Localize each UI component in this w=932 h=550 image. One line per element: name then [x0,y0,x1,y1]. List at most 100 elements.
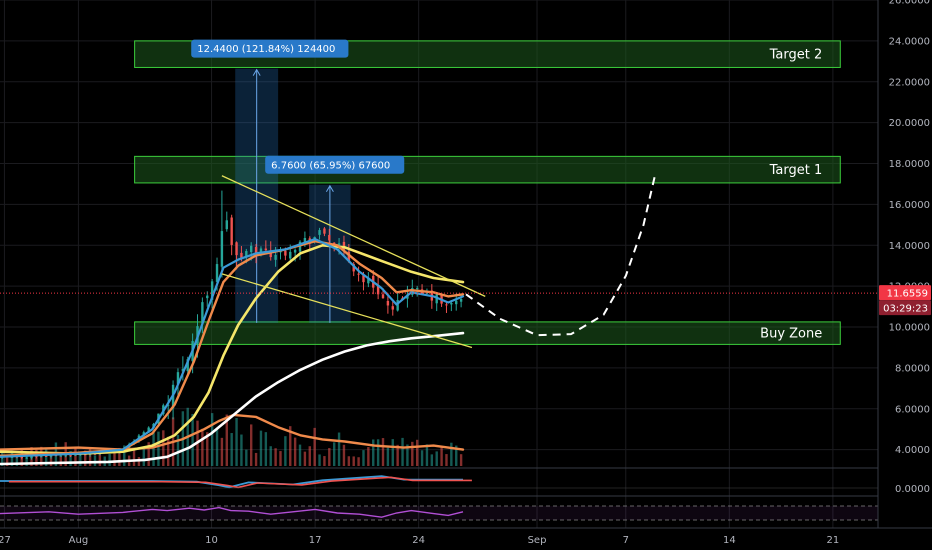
volume-bar [84,450,87,466]
volume-bar [303,451,307,466]
candle-body [362,274,365,283]
time-tick-label: 24 [412,535,425,546]
moving-averages [0,238,465,466]
zone-label: Target 1 [769,163,823,178]
price-tick-label: 18.0000 [889,159,930,170]
volume-bar [328,448,331,466]
measure-arrowhead [325,184,334,193]
price-tick-label: 10.0000 [889,323,930,334]
volume-bar [215,428,219,466]
volume-bar [396,444,399,466]
price-tick-label: 8.0000 [895,363,930,374]
volume-bar [386,447,390,466]
candle-body [167,404,170,406]
volume-bar [49,454,53,466]
candle-body [181,368,185,372]
price-tick-label: 16.0000 [889,200,930,211]
candle-body [367,278,370,284]
countdown-tag [879,300,931,316]
volume-bar [79,455,82,466]
candle-body [59,455,63,457]
measure-arrowhead [252,68,261,76]
candle-body [44,455,48,457]
volume-bar [420,450,424,466]
volume-bar [249,424,253,466]
candle-body [240,252,243,258]
volume-bar [157,431,160,466]
time-tick-label: Sep [528,535,547,546]
price-tick-label: 14.0000 [889,241,930,252]
volume-bar [415,439,419,466]
candle-body [215,264,219,282]
candle-body [386,300,390,306]
candle-body [318,230,321,235]
volume-bar [220,437,224,466]
wedge-lower-line [221,273,473,349]
wedge-upper-line [221,175,486,297]
time-tick-label: 21 [827,535,840,546]
volume-bar [230,433,233,466]
price-tick-label: 22.0000 [889,77,930,88]
candle-body [459,298,463,302]
macd-zero-label: 0.0000 [895,484,930,495]
candle-body [220,231,224,267]
candle-body [455,300,458,305]
candle-body [176,372,180,384]
volume-bar [5,455,9,466]
volume-bar [318,454,321,466]
volume-bar [113,450,116,466]
price-tick-label: 24.0000 [889,36,930,47]
volume-bar [235,417,238,466]
volume-bar [425,444,429,466]
volume-bar [10,450,14,466]
volume-bar [313,427,316,466]
volume-bar [152,432,155,466]
volume-bar [69,450,72,466]
candle-body [450,303,453,305]
candle-body [20,457,23,459]
measure-callout-text: 12.4400 (121.84%) 124400 [197,44,335,55]
candle-body [347,251,351,262]
candle-body [210,281,214,300]
volume-bar [332,442,336,466]
candle-body [323,228,326,234]
volume-bar [372,439,375,466]
candle-body [235,242,238,256]
volume-bar [391,439,394,466]
volume-bar [289,426,292,466]
candle-body [376,285,380,295]
candle-body [415,288,419,290]
zone-label: Buy Zone [760,327,822,342]
rsi-line [0,506,464,518]
candle-body [264,248,268,251]
volume-bar [142,446,145,466]
candle-body [254,247,258,255]
volume-bar [308,446,311,466]
volume-bar [406,444,409,466]
candle-body [225,220,228,230]
candle-body [74,454,77,456]
time-axis: 27Aug101724Sep714212 [0,535,840,546]
volume-bar [132,450,136,466]
price-tick-label: 20.0000 [889,118,930,129]
volume-bar [162,430,165,466]
macd-signal-line [8,476,472,489]
volume-bar [240,434,243,466]
volume-bar [337,432,341,466]
rsi-band [0,506,878,520]
volume-bar [259,430,263,466]
candle-body [357,273,360,275]
volume-bar [440,447,443,466]
volume-bar [435,451,438,466]
volume-bar [367,447,370,466]
volume-bar [342,444,346,466]
volume-bar [206,432,209,466]
volume-bar [357,457,360,466]
volume-bar [279,451,282,466]
volume-bar [269,446,272,466]
current-price-tag [879,285,931,301]
candle-body [293,249,297,253]
time-tick-label: 27 [0,535,11,546]
zone-2 [134,321,841,345]
